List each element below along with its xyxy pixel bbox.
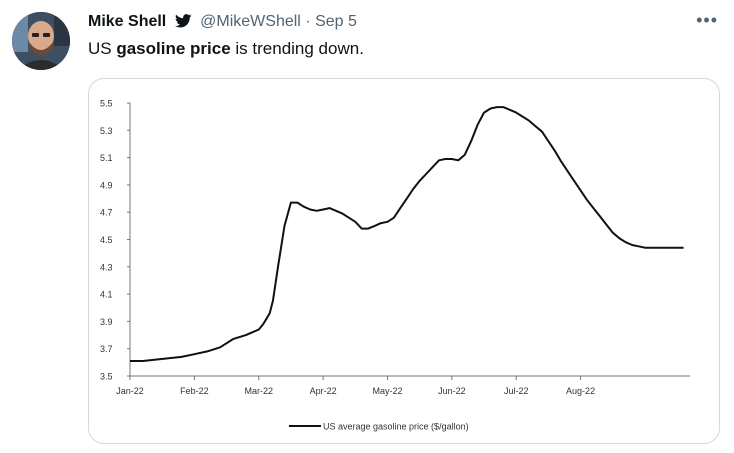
- avatar-image: [12, 12, 70, 70]
- y-tick-label: 4.1: [100, 290, 113, 300]
- x-tick-label: Feb-22: [180, 386, 209, 396]
- y-tick-label: 4.5: [100, 235, 113, 245]
- y-tick-label: 3.9: [100, 317, 113, 327]
- twitter-bird-icon: [174, 14, 192, 33]
- line-chart: 5.5 5.3 5.1 4.9 4.7 4.5 4.3 4.1 3.9 3.7 3.5 Jan-22…: [100, 99, 690, 432]
- legend-label: US average gasoline price ($/gallon): [323, 422, 469, 432]
- tweet-header: Mike Shell @MikeWShell · Sep 5: [88, 13, 724, 35]
- more-horizontal-icon[interactable]: •••: [696, 10, 718, 30]
- y-tick-label: 4.3: [100, 262, 113, 272]
- tweet-text-bold: gasoline price: [116, 39, 231, 58]
- media-card[interactable]: 5.5 5.3 5.1 4.9 4.7 4.5 4.3 4.1 3.9 3.7 3.5 Jan-22…: [88, 78, 720, 444]
- legend: US average gasoline price ($/gallon): [289, 422, 469, 432]
- x-tick-label: Jun-22: [438, 386, 466, 396]
- x-tick-label: Mar-22: [244, 386, 273, 396]
- x-tick-label: May-22: [372, 386, 402, 396]
- separator-dot: ·: [305, 13, 311, 30]
- y-tick-label: 3.7: [100, 344, 113, 354]
- avatar[interactable]: [12, 12, 70, 70]
- y-tick-label: 5.1: [100, 153, 113, 163]
- x-tick-label: Jul-22: [504, 386, 529, 396]
- y-tick-label: 4.9: [100, 180, 113, 190]
- tweet-text-prefix: US: [88, 39, 117, 58]
- y-tick-label: 5.3: [100, 126, 113, 136]
- x-tick-label: Apr-22: [310, 386, 337, 396]
- tweet-date[interactable]: Sep 5: [315, 13, 357, 30]
- y-tick-label: 3.5: [100, 372, 113, 382]
- y-axis: 5.5 5.3 5.1 4.9 4.7 4.5 4.3 4.1 3.9 3.7 3.5: [100, 99, 131, 382]
- y-tick-label: 5.5: [100, 99, 113, 109]
- x-tick-label: Jan-22: [116, 386, 144, 396]
- x-axis: Jan-22 Feb-22 Mar-22 Apr-22 May-22 Jun-22 Jul-…: [116, 375, 690, 396]
- x-tick-label: Aug-22: [566, 386, 595, 396]
- tweet-text: US gasoline price is trending down.: [88, 39, 364, 59]
- tweet-text-suffix: is trending down.: [230, 39, 364, 58]
- series-line: [130, 106, 684, 362]
- series-group: [130, 106, 684, 362]
- author-handle[interactable]: @MikeWShell: [200, 13, 301, 30]
- author-name[interactable]: Mike Shell: [88, 13, 167, 30]
- y-tick-label: 4.7: [100, 208, 113, 218]
